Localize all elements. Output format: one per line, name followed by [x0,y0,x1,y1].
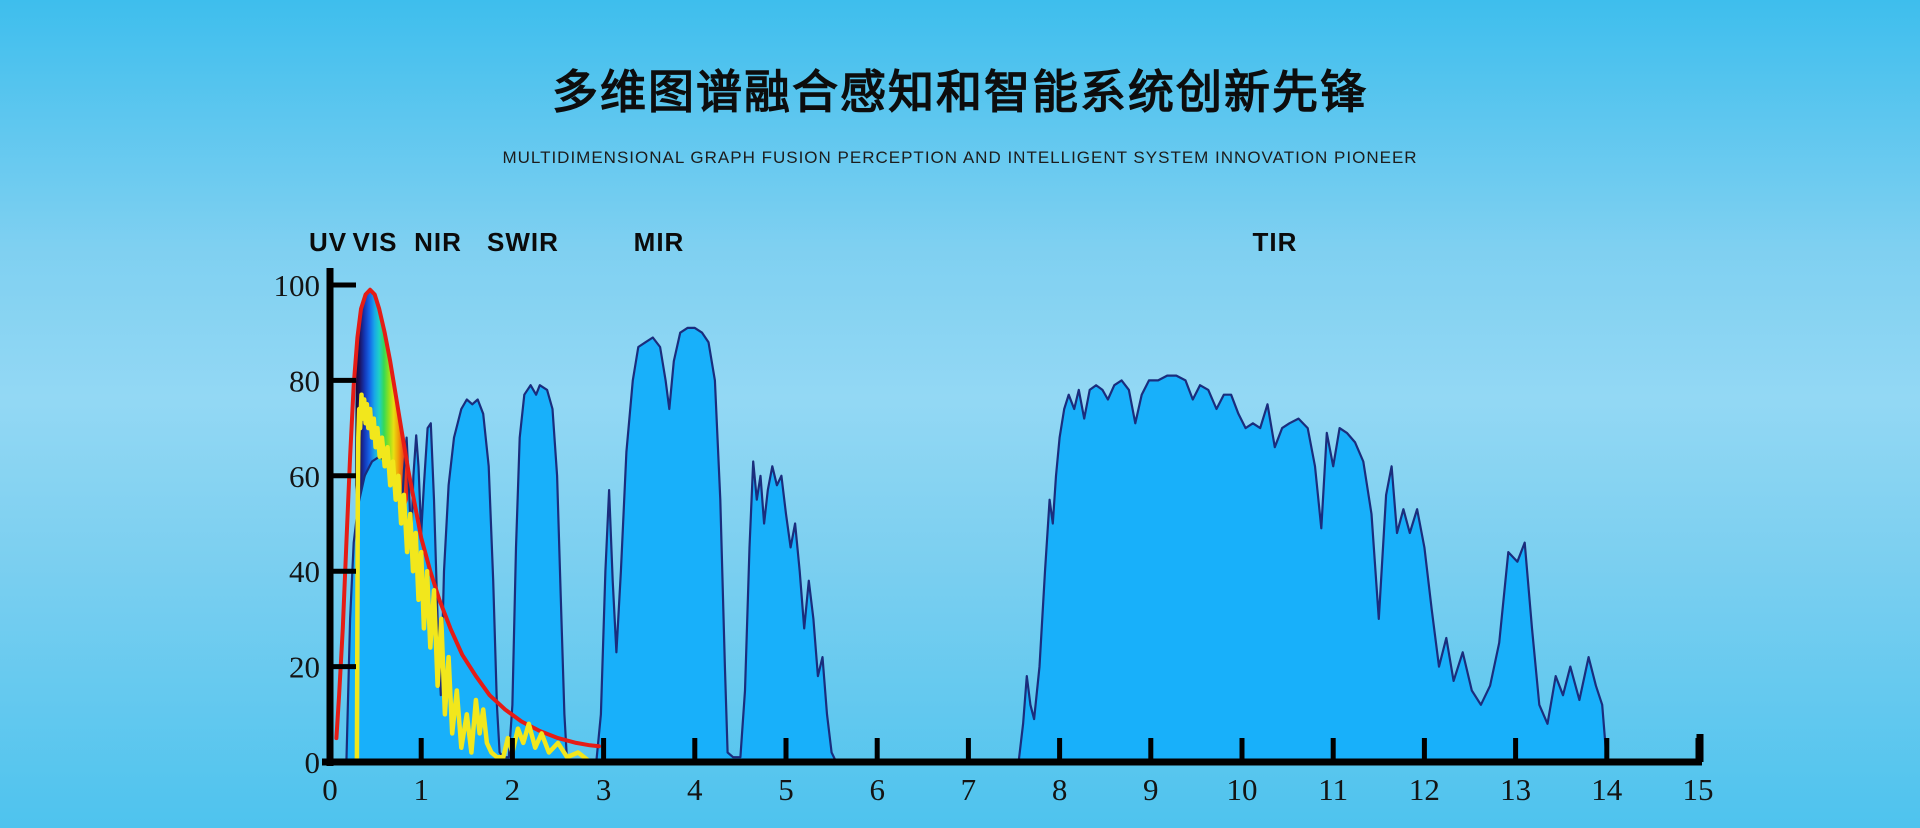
page-title: 多维图谱融合感知和智能系统创新先锋 [552,66,1368,118]
x-tick-label-1: 1 [413,772,429,807]
windows-outline [345,326,1608,764]
axes [322,268,1704,766]
x-tick-label-10: 10 [1227,772,1258,807]
band-label-nir: NIR [414,227,462,257]
x-tick-label-9: 9 [1143,772,1159,807]
band-label-uv: UV [308,227,348,257]
x-tick-label-6: 6 [869,772,885,807]
band-label-mir: MIR [633,227,685,257]
y-tick-label-40: 40 [289,554,320,589]
y-axis-tick-labels: 0 20 40 60 80 100 [274,268,321,780]
band-label-swir: SWIR [487,227,559,257]
y-tick-label-80: 80 [289,363,320,398]
x-tick-label-8: 8 [1052,772,1068,807]
x-tick-label-7: 7 [961,772,977,807]
y-tick-label-60: 60 [289,459,320,494]
rainbow-solar-peak [355,292,408,514]
blackbody-curve-path [334,287,601,749]
x-tick-label-5: 5 [778,772,794,807]
x-tick-label-2: 2 [505,772,521,807]
ground-solar-curve-path [354,392,590,765]
band-label-tir: TIR [1252,227,1298,257]
windows-fill-path [346,327,1607,762]
y-tick-label-100: 100 [274,268,321,303]
x-tick-label-3: 3 [596,772,612,807]
x-axis-tick-labels: 0 1 2 3 4 5 6 7 8 9 10 11 12 13 14 15 [322,772,1713,807]
ground-solar-curve [354,392,590,765]
band-label-vis: VIS [352,227,398,257]
rainbow-fill-path [355,292,408,514]
x-tick-label-12: 12 [1409,772,1440,807]
x-tick-label-4: 4 [687,772,703,807]
x-tick-label-13: 13 [1500,772,1531,807]
transmission-windows-area [346,327,1607,762]
y-tick-label-0: 0 [305,745,321,780]
x-tick-label-11: 11 [1318,772,1348,807]
x-tick-label-14: 14 [1591,772,1623,807]
x-tick-label-15: 15 [1683,772,1714,807]
page-subtitle: MULTIDIMENSIONAL GRAPH FUSION PERCEPTION… [502,148,1418,167]
windows-outline-path [345,326,1608,764]
blackbody-curve [334,287,601,749]
x-tick-label-0: 0 [322,772,338,807]
y-tick-label-20: 20 [289,650,320,685]
